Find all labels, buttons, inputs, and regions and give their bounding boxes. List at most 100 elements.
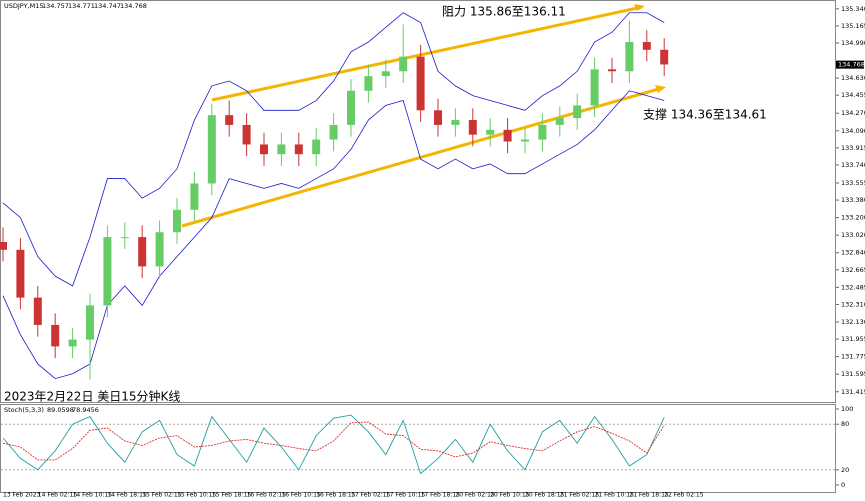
header-quote: 134.757 bbox=[42, 2, 69, 10]
y-tick-label: 132.485 bbox=[841, 283, 865, 291]
support-line bbox=[181, 86, 663, 228]
y-tick-label: 133.020 bbox=[841, 231, 865, 239]
candle-body bbox=[590, 69, 599, 106]
candle-body bbox=[399, 56, 408, 72]
candle-body bbox=[364, 76, 373, 91]
candle-body bbox=[16, 249, 25, 298]
candle-body bbox=[68, 339, 77, 347]
candle-body bbox=[51, 324, 60, 347]
y-tick-label: 134.090 bbox=[841, 127, 865, 135]
candle-body bbox=[486, 129, 495, 135]
last-price-box bbox=[836, 60, 864, 69]
candle-body bbox=[416, 56, 425, 111]
y-tick-label: 134.630 bbox=[841, 74, 865, 82]
x-tick-label: 14 Feb 02:15 bbox=[38, 492, 78, 499]
stoch-main-last: 89.0598 bbox=[47, 406, 74, 414]
candle-body bbox=[521, 139, 529, 142]
stoch-tick-label: 80 bbox=[841, 420, 849, 428]
y-tick-label: 135.165 bbox=[841, 22, 865, 30]
y-tick-label: 132.130 bbox=[841, 318, 865, 326]
annotation: 支撑 134.36至134.61 bbox=[643, 107, 767, 122]
x-tick-label: 15 Feb 18:15 bbox=[212, 492, 252, 499]
candle-body bbox=[329, 124, 338, 140]
candle-body bbox=[503, 129, 512, 142]
candle-body bbox=[468, 120, 477, 135]
y-tick-label: 132.310 bbox=[841, 300, 865, 308]
x-tick-label: 16 Feb 18:15 bbox=[316, 492, 356, 499]
x-tick-label: 14 Feb 10:15 bbox=[73, 492, 113, 499]
candle-body bbox=[242, 124, 251, 145]
candle-body bbox=[207, 115, 216, 184]
candle-body bbox=[225, 115, 234, 125]
candle-body bbox=[173, 209, 181, 233]
stoch-signal-last: 78.9456 bbox=[72, 406, 99, 414]
candle-body bbox=[434, 110, 442, 125]
y-tick-label: 131.595 bbox=[841, 370, 865, 378]
x-tick-label: 15 Feb 10:15 bbox=[177, 492, 217, 499]
x-tick-label: 20 Feb 10:15 bbox=[490, 492, 530, 499]
resistance-line bbox=[211, 5, 643, 102]
candle-body bbox=[0, 242, 7, 250]
candle-body bbox=[538, 124, 547, 140]
stoch-signal bbox=[2, 421, 665, 461]
y-tick-label: 131.955 bbox=[841, 335, 865, 343]
annotation: 阻力 135.86至136.11 bbox=[442, 5, 566, 19]
candle-body bbox=[573, 105, 582, 119]
y-tick-label: 135.340 bbox=[841, 5, 865, 13]
candle-body bbox=[625, 42, 634, 72]
upper-band bbox=[2, 12, 665, 287]
candle-body bbox=[33, 297, 42, 325]
x-tick-label: 20 Feb 02:15 bbox=[455, 492, 495, 499]
y-tick-label: 133.740 bbox=[841, 161, 865, 169]
y-tick-label: 133.555 bbox=[841, 179, 865, 187]
y-tick-label: 134.990 bbox=[841, 39, 865, 47]
candle-body bbox=[260, 144, 268, 155]
x-tick-label: 16 Feb 10:15 bbox=[281, 492, 321, 499]
y-tick-label: 134.270 bbox=[841, 109, 865, 117]
x-tick-label: 17 Feb 18:15 bbox=[421, 492, 461, 499]
last-price-label: 134.768 bbox=[838, 61, 865, 69]
candle-body bbox=[347, 90, 355, 125]
x-tick-label: 14 Feb 18:15 bbox=[107, 492, 147, 499]
x-tick-label: 17 Feb 10:15 bbox=[386, 492, 426, 499]
header-quote: 134.771 bbox=[68, 2, 95, 10]
x-tick-label: 21 Feb 18:15 bbox=[629, 492, 669, 499]
candle-body bbox=[190, 183, 199, 210]
stoch-panel bbox=[0, 404, 836, 493]
x-tick-label: 21 Feb 02:15 bbox=[560, 492, 600, 499]
header-quote: 134.747 bbox=[94, 2, 121, 10]
candle-body bbox=[294, 144, 303, 155]
header-symbol: USDJPY,M15 bbox=[4, 2, 44, 10]
candle-body bbox=[86, 305, 94, 340]
candle-body bbox=[381, 71, 390, 77]
lower-band bbox=[2, 90, 665, 380]
candle-body bbox=[451, 120, 460, 125]
candle-body bbox=[155, 232, 164, 267]
x-tick-label: 21 Feb 10:15 bbox=[595, 492, 635, 499]
x-tick-label: 16 Feb 02:15 bbox=[247, 492, 287, 499]
stoch-tick-label: 0 bbox=[841, 481, 845, 489]
y-tick-label: 131.415 bbox=[841, 388, 865, 396]
stoch-name: Stoch(5,3,3) bbox=[4, 406, 44, 414]
x-tick-label: 13 Feb 2023 bbox=[3, 492, 41, 499]
y-tick-label: 131.775 bbox=[841, 353, 865, 361]
candle-body bbox=[312, 139, 321, 155]
candle-body bbox=[103, 237, 112, 306]
y-tick-label: 133.200 bbox=[841, 214, 865, 222]
stoch-tick-label: 100 bbox=[841, 405, 853, 413]
header-quote: 134.768 bbox=[120, 2, 147, 10]
chart-title: 2023年2月22日 美日15分钟K线 bbox=[4, 389, 180, 404]
stoch-main bbox=[2, 414, 665, 475]
candle-body bbox=[642, 42, 651, 50]
stoch-tick-label: 20 bbox=[841, 466, 849, 474]
arrow-head bbox=[655, 85, 666, 93]
y-tick-label: 132.840 bbox=[841, 249, 865, 257]
y-tick-label: 132.665 bbox=[841, 266, 865, 274]
x-tick-label: 15 Feb 02:15 bbox=[142, 492, 182, 499]
arrow-head bbox=[634, 4, 645, 11]
x-tick-label: 20 Feb 18:15 bbox=[525, 492, 565, 499]
candle-body bbox=[660, 49, 669, 65]
y-tick-label: 133.915 bbox=[841, 144, 865, 152]
candle-body bbox=[608, 69, 616, 72]
